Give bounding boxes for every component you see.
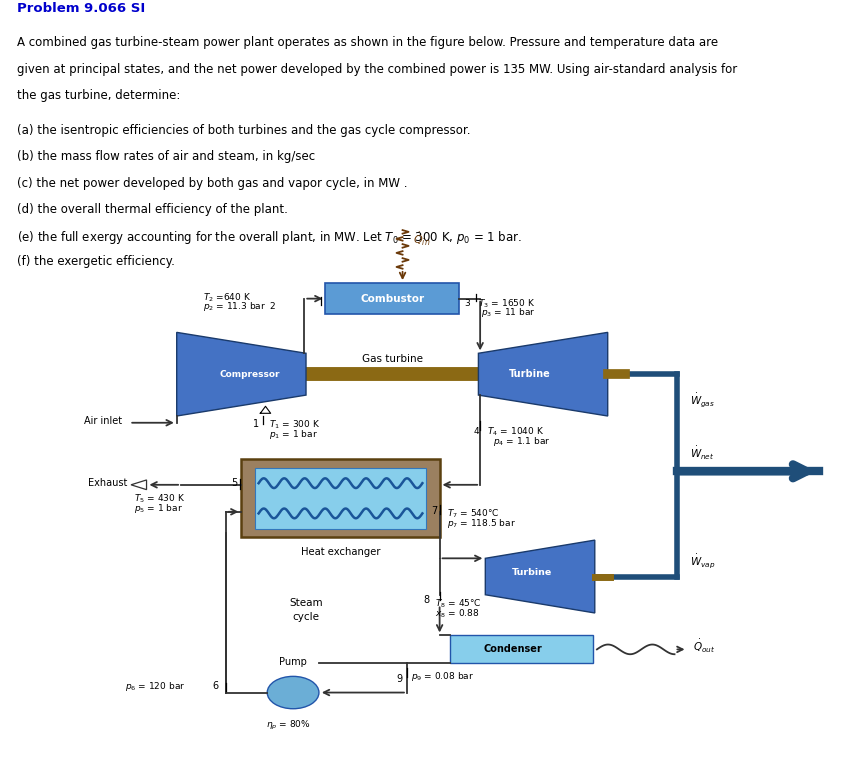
Text: Air inlet: Air inlet [84, 416, 122, 426]
Text: 8: 8 [423, 595, 429, 605]
Text: Turbine: Turbine [511, 568, 551, 577]
Text: Pump: Pump [279, 657, 307, 667]
Text: 5: 5 [231, 477, 237, 488]
Text: given at principal states, and the net power developed by the combined power is : given at principal states, and the net p… [17, 63, 736, 76]
Text: $\dot{W}_{gas}$: $\dot{W}_{gas}$ [689, 391, 714, 409]
Text: (b) the mass flow rates of air and steam, in kg/sec: (b) the mass flow rates of air and steam… [17, 150, 315, 163]
Text: (d) the overall thermal efficiency of the plant.: (d) the overall thermal efficiency of th… [17, 203, 288, 216]
Text: (c) the net power developed by both gas and vapor cycle, in MW .: (c) the net power developed by both gas … [17, 177, 407, 190]
Text: $\dot{Q}_{in}$: $\dot{Q}_{in}$ [412, 231, 430, 248]
Text: Heat exchanger: Heat exchanger [300, 547, 380, 557]
FancyBboxPatch shape [241, 459, 439, 537]
Polygon shape [485, 540, 594, 613]
Text: $p_1$ = 1 bar: $p_1$ = 1 bar [269, 428, 318, 441]
Text: $p_7$ = 118.5 bar: $p_7$ = 118.5 bar [446, 517, 515, 530]
Text: $p_6$ = 120 bar: $p_6$ = 120 bar [125, 679, 185, 692]
Text: Exhaust: Exhaust [88, 477, 127, 488]
Text: (a) the isentropic efficiencies of both turbines and the gas cycle compressor.: (a) the isentropic efficiencies of both … [17, 124, 470, 138]
Text: $\dot{W}_{net}$: $\dot{W}_{net}$ [689, 445, 713, 461]
Text: 3   $T_3$ = 1650 K: 3 $T_3$ = 1650 K [463, 297, 535, 309]
Text: (e) the full exergy accounting for the overall plant, in MW. Let $T_0$ = 300 K, : (e) the full exergy accounting for the o… [17, 230, 522, 246]
Text: $T_8$ = 45°C: $T_8$ = 45°C [435, 597, 481, 610]
Text: the gas turbine, determine:: the gas turbine, determine: [17, 89, 180, 102]
FancyBboxPatch shape [325, 283, 458, 315]
Text: $p_3$ = 11 bar: $p_3$ = 11 bar [480, 306, 535, 318]
Polygon shape [478, 332, 607, 416]
Text: Gas turbine: Gas turbine [362, 354, 422, 364]
Text: $x_8$ = 0.88: $x_8$ = 0.88 [435, 607, 479, 619]
Text: 9: 9 [396, 673, 402, 684]
Text: 4   $T_4$ = 1040 K: 4 $T_4$ = 1040 K [473, 426, 544, 438]
Text: $\dot{W}_{vap}$: $\dot{W}_{vap}$ [689, 553, 714, 570]
Text: Problem 9.066 SI: Problem 9.066 SI [17, 2, 146, 15]
Text: $T_7$ = 540°C: $T_7$ = 540°C [446, 508, 499, 520]
Text: $p_5$ = 1 bar: $p_5$ = 1 bar [133, 502, 183, 515]
Text: Combustor: Combustor [360, 293, 424, 304]
Text: $p_9$ = 0.08 bar: $p_9$ = 0.08 bar [411, 670, 474, 683]
Text: 1: 1 [252, 419, 258, 429]
FancyBboxPatch shape [449, 635, 592, 663]
Polygon shape [131, 480, 146, 489]
Text: cycle: cycle [292, 612, 319, 622]
Text: 6: 6 [213, 681, 219, 691]
Text: $p_4$ = 1.1 bar: $p_4$ = 1.1 bar [492, 435, 550, 448]
Text: 7: 7 [431, 506, 437, 516]
Text: Turbine: Turbine [509, 369, 550, 379]
Polygon shape [177, 332, 306, 416]
Text: (f) the exergetic efficiency.: (f) the exergetic efficiency. [17, 255, 175, 268]
Text: A combined gas turbine-steam power plant operates as shown in the figure below. : A combined gas turbine-steam power plant… [17, 36, 717, 49]
Text: $T_2$ =640 K: $T_2$ =640 K [202, 292, 251, 304]
Circle shape [267, 676, 319, 709]
Text: $T_1$ = 300 K: $T_1$ = 300 K [269, 419, 319, 431]
Text: Condenser: Condenser [483, 644, 542, 654]
Text: $T_5$ = 430 K: $T_5$ = 430 K [133, 492, 184, 505]
Text: $p_2$ = 11.3 bar  2: $p_2$ = 11.3 bar 2 [202, 300, 276, 313]
FancyBboxPatch shape [255, 468, 425, 529]
Text: Steam: Steam [288, 598, 323, 608]
Text: Compressor: Compressor [220, 369, 280, 378]
Text: $\dot{Q}_{out}$: $\dot{Q}_{out}$ [692, 638, 715, 654]
Text: $\eta_p$ = 80%: $\eta_p$ = 80% [266, 718, 311, 732]
